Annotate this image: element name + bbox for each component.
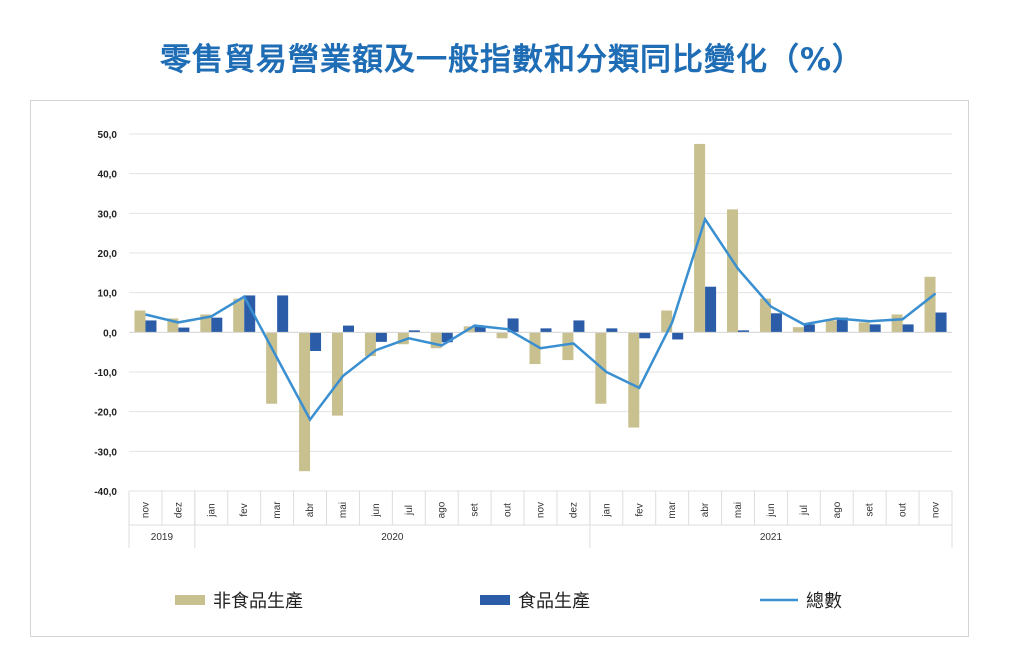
- legend-swatch: [175, 595, 205, 605]
- bar-non-food: [233, 298, 245, 333]
- x-tick-label: nov: [931, 502, 942, 518]
- bar-food: [803, 324, 815, 333]
- bar-food: [145, 320, 157, 333]
- bar-food: [738, 330, 750, 333]
- bar-food: [507, 318, 519, 333]
- x-tick-label: mai: [733, 502, 744, 518]
- y-tick-label: 0,0: [103, 328, 117, 339]
- y-tick-label: -30,0: [94, 447, 117, 458]
- bar-food: [342, 325, 354, 333]
- bar-food: [573, 320, 585, 333]
- bar-non-food: [496, 332, 508, 339]
- bar-non-food: [858, 322, 870, 333]
- line-total: [145, 216, 937, 422]
- x-tick-label: out: [503, 503, 514, 517]
- bar-food: [310, 332, 322, 351]
- bar-food: [705, 286, 717, 333]
- x-tick-label: fev: [239, 503, 250, 516]
- x-tick-label: abr: [305, 502, 316, 517]
- x-tick-label: mai: [338, 502, 349, 518]
- y-tick-label: -20,0: [94, 408, 117, 419]
- x-tick-label: ago: [437, 501, 448, 518]
- legend-label: 非食品生產: [213, 591, 303, 612]
- x-tick-label: fev: [634, 503, 645, 516]
- bar-food: [639, 332, 651, 339]
- chart-frame: [30, 100, 969, 637]
- legend-label: 食品生產: [518, 591, 590, 612]
- year-label: 2021: [760, 532, 783, 543]
- x-tick-label: jun: [766, 503, 777, 517]
- bar-food: [902, 324, 914, 333]
- x-tick-label: jun: [371, 503, 382, 517]
- x-tick-label: dez: [568, 502, 579, 518]
- x-tick-label: abr: [700, 502, 711, 517]
- bar-non-food: [397, 332, 409, 345]
- x-tick-label: nov: [140, 502, 151, 518]
- bar-food: [836, 317, 848, 333]
- y-tick-label: 40,0: [98, 170, 118, 181]
- bar-food: [441, 332, 453, 343]
- bar-non-food: [167, 318, 179, 333]
- y-tick-label: -40,0: [94, 487, 117, 498]
- x-tick-label: set: [470, 503, 481, 517]
- bar-non-food: [299, 332, 311, 472]
- bar-non-food: [825, 320, 837, 333]
- x-tick-label: mar: [667, 501, 678, 519]
- bar-non-food: [200, 314, 212, 333]
- bar-non-food: [792, 327, 804, 333]
- bar-non-food: [134, 310, 146, 333]
- bar-food: [540, 328, 552, 333]
- bar-food: [211, 317, 223, 333]
- y-tick-label: -10,0: [94, 368, 117, 379]
- bar-food: [770, 313, 782, 333]
- legend-label: 總數: [806, 591, 842, 612]
- bar-food: [277, 295, 289, 333]
- x-tick-label: jul: [799, 505, 810, 516]
- bar-non-food: [628, 332, 640, 428]
- bar-non-food: [891, 314, 903, 333]
- bar-non-food: [661, 310, 673, 333]
- x-tick-label: dez: [173, 502, 184, 518]
- x-tick-label: set: [865, 503, 876, 517]
- x-tick-label: jan: [206, 503, 217, 517]
- x-tick-label: ago: [832, 501, 843, 518]
- bar-non-food: [266, 332, 278, 404]
- bar-food: [672, 332, 684, 340]
- bar-food: [474, 325, 486, 333]
- bar-food: [408, 330, 420, 333]
- bar-non-food: [529, 332, 541, 365]
- x-tick-label: nov: [536, 502, 547, 518]
- bar-food: [178, 327, 190, 333]
- bar-non-food: [924, 276, 936, 333]
- year-label: 2020: [381, 532, 404, 543]
- bar-non-food: [430, 332, 442, 349]
- bar-food: [244, 295, 256, 333]
- x-tick-label: out: [898, 503, 909, 517]
- bar-non-food: [727, 209, 739, 333]
- y-tick-label: 20,0: [98, 249, 118, 260]
- bar-non-food: [364, 332, 376, 357]
- legend-swatch: [480, 595, 510, 605]
- bar-food: [869, 324, 881, 333]
- x-tick-label: jan: [601, 503, 612, 517]
- chart-title: 零售貿易營業額及一般指數和分類同比變化（%）: [159, 42, 865, 78]
- bar-non-food: [759, 298, 771, 333]
- x-tick-label: mar: [272, 501, 283, 519]
- y-tick-label: 50,0: [98, 130, 118, 141]
- bar-non-food: [331, 332, 343, 416]
- bar-food: [606, 328, 618, 333]
- bar-food: [375, 332, 387, 342]
- x-tick-label: jul: [404, 505, 415, 516]
- y-tick-label: 10,0: [98, 289, 118, 300]
- bar-non-food: [562, 332, 574, 361]
- y-tick-label: 30,0: [98, 209, 118, 220]
- year-label: 2019: [151, 532, 174, 543]
- bar-food: [935, 312, 947, 333]
